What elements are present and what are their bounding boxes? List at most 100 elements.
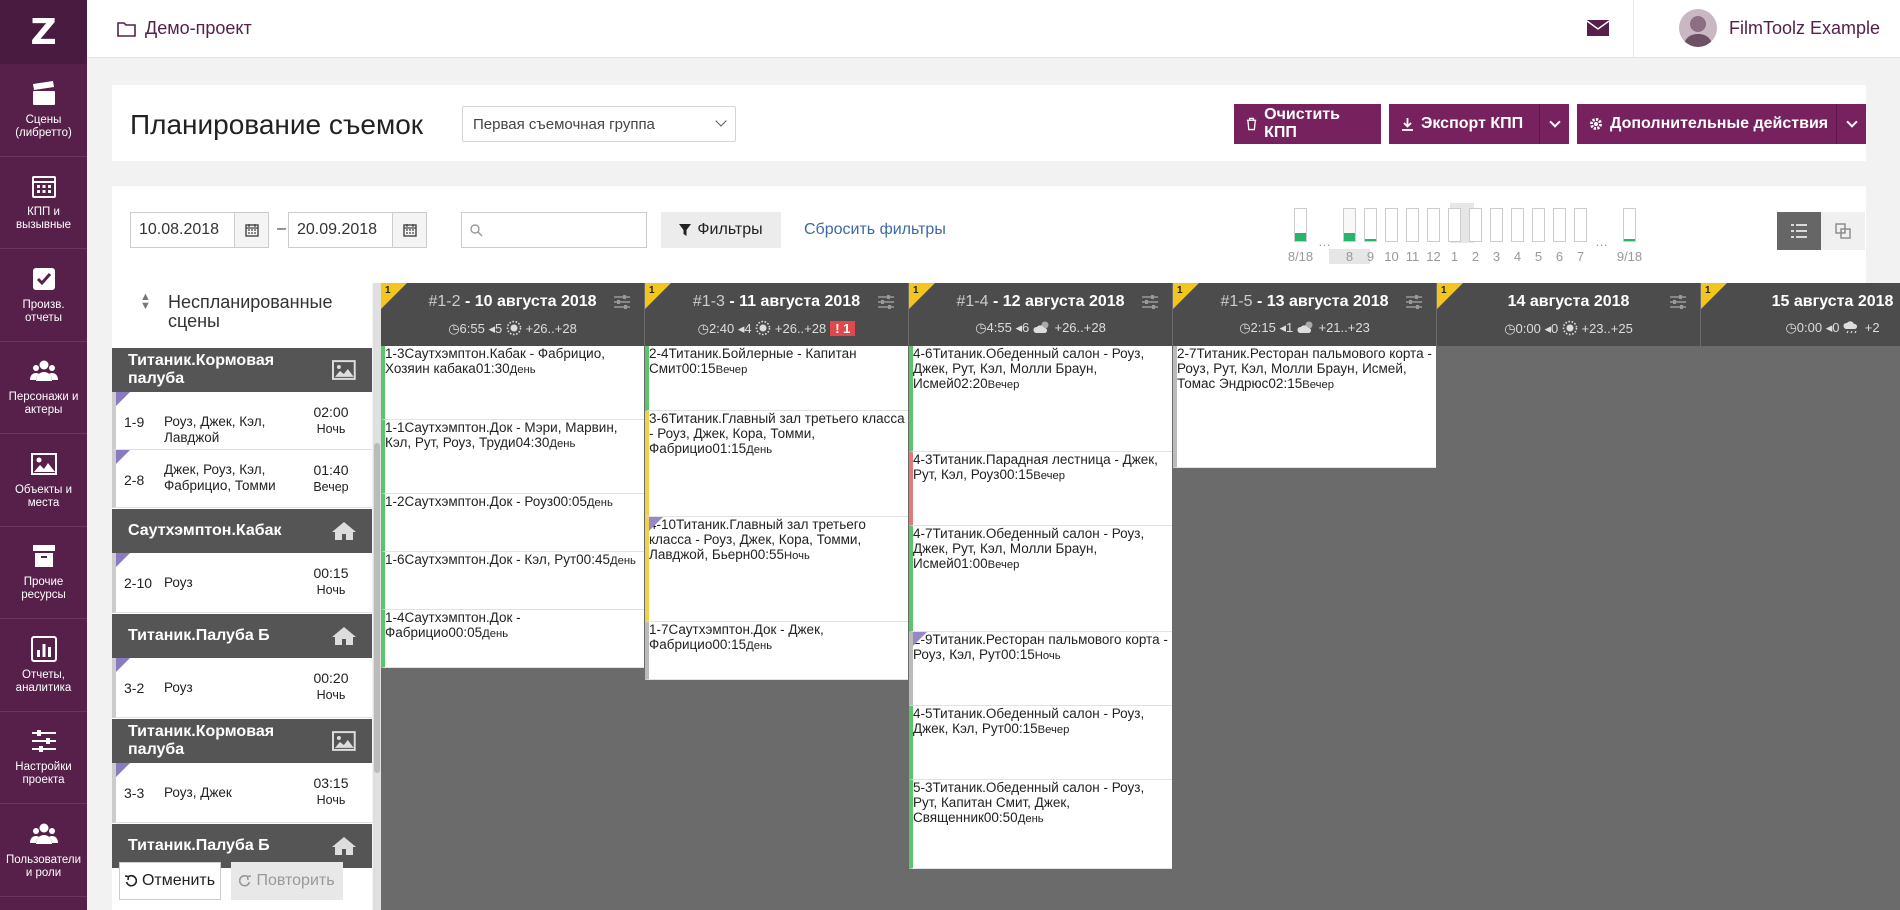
- avatar[interactable]: [1679, 9, 1717, 47]
- scheduled-scene-card[interactable]: 1-6Саутхэмптон.Док - Кэл, Рут00:45День: [381, 552, 644, 610]
- scheduled-scene-card[interactable]: 2-7Титаник.Ресторан пальмового корта - Р…: [1173, 346, 1436, 468]
- list-view-button[interactable]: [1777, 212, 1821, 250]
- scheduled-scene-card[interactable]: 2-9Титаник.Ресторан пальмового корта - Р…: [909, 632, 1172, 706]
- location-group-header[interactable]: Титаник.Палуба Б: [112, 614, 372, 658]
- sort-icon[interactable]: ▲ ▼: [140, 291, 151, 312]
- project-name: Демо-проект: [145, 18, 252, 38]
- load-meter-bar[interactable]: [1364, 208, 1377, 242]
- day-temperature: +26..+28: [525, 321, 577, 336]
- load-meter-bar[interactable]: [1511, 208, 1524, 242]
- load-meter-bar[interactable]: [1574, 208, 1587, 242]
- load-meter-bar[interactable]: [1448, 208, 1461, 242]
- day-corner-flag: [645, 283, 671, 309]
- scheduled-scene-card[interactable]: 2-4Титаник.Бойлерные - Капитан Смит00:15…: [645, 346, 908, 411]
- day-alert-badge[interactable]: ! 1: [830, 321, 856, 336]
- shooting-day-header[interactable]: 1 #1-5 - 13 августа 2018 ◷2:15 ◂1 +21..+23: [1173, 283, 1436, 346]
- megaphone-icon: ◂: [1544, 321, 1551, 336]
- scheduled-scene-card[interactable]: 1-1Саутхэмптон.Док - Мэри, Марвин, Кэл, …: [381, 420, 644, 494]
- load-meter-bar[interactable]: [1343, 208, 1356, 242]
- undo-label: Отменить: [141, 872, 216, 889]
- load-meter-bar[interactable]: [1553, 208, 1566, 242]
- load-meter-bar[interactable]: [1623, 208, 1636, 242]
- load-meter-bar[interactable]: [1469, 208, 1482, 242]
- redo-button[interactable]: Повторить: [231, 862, 343, 900]
- unscheduled-scene-card[interactable]: 3-3 Роуз, Джек 03:15 Ночь: [112, 763, 372, 823]
- shooting-day-header[interactable]: 1 14 августа 2018 ◷0:00 ◂0 +23..+25: [1437, 283, 1700, 346]
- shooting-group-select[interactable]: Первая съемочная группа: [462, 106, 736, 142]
- scheduled-scene-card[interactable]: 4-7Титаник.Обеденный салон - Роуз, Джек,…: [909, 526, 1172, 632]
- scene-flag: [116, 392, 130, 406]
- date-from-field[interactable]: 10.08.2018: [130, 212, 269, 248]
- scheduled-scene-card[interactable]: 1-4Саутхэмптон.Док - Фабрицио00:05День: [381, 610, 644, 668]
- sidebar-item-2[interactable]: КПП и вызывные: [0, 157, 87, 249]
- unscheduled-scene-card[interactable]: 2-10 Роуз 00:15 Ночь: [112, 553, 372, 613]
- scheduled-scene-card[interactable]: 1-7Саутхэмптон.Док - Джек, Фабрицио00:15…: [645, 622, 908, 680]
- day-date: 14 августа 2018: [1507, 293, 1630, 310]
- scheduled-scene-card[interactable]: 4-6Титаник.Обеденный салон - Роуз, Джек,…: [909, 346, 1172, 452]
- load-meter-bar[interactable]: [1532, 208, 1545, 242]
- sidebar-item-8[interactable]: Настройки проекта: [0, 712, 87, 804]
- sidebar-item-6[interactable]: Прочие ресурсы: [0, 527, 87, 619]
- mail-icon[interactable]: [1586, 18, 1610, 38]
- scheduled-scene-card[interactable]: 1-3Саутхэмптон.Кабак - Фабрицио, Хозяин …: [381, 346, 644, 420]
- more-actions-dropdown-toggle[interactable]: [1836, 104, 1866, 144]
- tile-view-button[interactable]: [1821, 212, 1865, 250]
- export-schedule-button[interactable]: Экспорт КПП: [1389, 104, 1569, 144]
- location-group-header[interactable]: Титаник.Кормовая палуба: [112, 348, 372, 392]
- load-meter-bar[interactable]: [1294, 208, 1307, 242]
- load-meter-bar[interactable]: [1385, 208, 1398, 242]
- shooting-day-header[interactable]: 1 15 августа 2018 ◷0:00 ◂0 +2: [1701, 283, 1900, 346]
- app-logo[interactable]: Z: [0, 0, 87, 64]
- scene-time: 00:05День: [553, 494, 613, 509]
- day-settings-icon[interactable]: [878, 295, 894, 309]
- shooting-day-header[interactable]: 1 #1-2 - 10 августа 2018 ◷6:55 ◂5 +26..+28: [381, 283, 644, 346]
- shooting-day-header[interactable]: 1 #1-3 - 11 августа 2018 ◷2:40 ◂4 +26..+28…: [645, 283, 908, 346]
- day-settings-icon[interactable]: [1142, 295, 1158, 309]
- sliders-icon: [31, 730, 56, 753]
- date-to-field[interactable]: 20.09.2018: [288, 212, 427, 248]
- scheduled-scene-card[interactable]: 4-5Титаник.Обеденный салон - Роуз, Джек,…: [909, 706, 1172, 780]
- day-title: #1-5 - 13 августа 2018: [1220, 293, 1389, 310]
- sidebar-item-4[interactable]: Персонажи и актеры: [0, 342, 87, 434]
- location-group-header[interactable]: Титаник.Кормовая палуба: [112, 719, 372, 763]
- scene-time: 01:30День: [476, 361, 536, 376]
- load-meter-bar[interactable]: [1406, 208, 1419, 242]
- reset-filters-link[interactable]: Сбросить фильтры: [804, 221, 946, 238]
- shooting-day-header[interactable]: 1 #1-4 - 12 августа 2018 ◷4:55 ◂6 +26..+28: [909, 283, 1172, 346]
- day-settings-icon[interactable]: [1406, 295, 1422, 309]
- scheduled-scene-card[interactable]: 3-6Титаник.Главный зал третьего класса -…: [645, 411, 908, 517]
- scheduled-scene-card[interactable]: 4-10Титаник.Главный зал третьего класса …: [645, 517, 908, 622]
- location-group-header[interactable]: Саутхэмптон.Кабак: [112, 509, 372, 553]
- scheduled-scene-card[interactable]: 4-3Титаник.Парадная лестница - Джек, Рут…: [909, 452, 1172, 526]
- calendar-icon[interactable]: [234, 213, 268, 247]
- unscheduled-scene-card[interactable]: 1-9 Роуз, Джек, Кэл, Лавджой 02:00 Ночь: [112, 392, 372, 450]
- filters-button[interactable]: Фильтры: [661, 212, 781, 248]
- scene-duration: 02:20: [953, 376, 988, 391]
- scene-time: 02:00 Ночь: [306, 404, 356, 438]
- undo-button[interactable]: Отменить: [119, 862, 221, 900]
- export-dropdown-toggle[interactable]: [1539, 104, 1569, 144]
- sidebar-item-1[interactable]: Сцены (либретто): [0, 64, 87, 157]
- sidebar-item-9[interactable]: Пользователи и роли: [0, 804, 87, 897]
- unscheduled-scene-card[interactable]: 2-8 Джек, Роуз, Кэл, Фабрицио, Томми 01:40…: [112, 450, 372, 508]
- scheduled-scene-card[interactable]: 1-2Саутхэмптон.Док - Роуз00:05День: [381, 494, 644, 552]
- project-link[interactable]: Демо-проект: [117, 18, 252, 39]
- calendar-icon[interactable]: [392, 213, 426, 247]
- sidebar-item-5[interactable]: Объекты и места: [0, 434, 87, 527]
- scheduled-scene-card[interactable]: 5-3Титаник.Обеденный салон - Роуз, Рут, …: [909, 780, 1172, 869]
- day-settings-icon[interactable]: [614, 295, 630, 309]
- unscheduled-scene-card[interactable]: 3-2 Роуз 00:20 Ночь: [112, 658, 372, 718]
- more-actions-button[interactable]: Дополнительные действия: [1577, 104, 1866, 144]
- day-settings-icon[interactable]: [1670, 295, 1686, 309]
- location-group-header[interactable]: Титаник.Палуба Б: [112, 824, 372, 868]
- load-meter-bar[interactable]: [1427, 208, 1440, 242]
- box-icon: [32, 545, 55, 568]
- sidebar-item-3[interactable]: Произв. отчеты: [0, 249, 87, 342]
- search-input[interactable]: [461, 212, 647, 248]
- user-name[interactable]: FilmToolz Example: [1728, 18, 1880, 38]
- unscheduled-scrollbar[interactable]: [373, 283, 381, 910]
- sidebar-item-7[interactable]: Отчеты, аналитика: [0, 619, 87, 712]
- load-meter-bar[interactable]: [1490, 208, 1503, 242]
- date-range-dash: –: [277, 220, 286, 237]
- clear-schedule-button[interactable]: Очистить КПП: [1234, 104, 1381, 144]
